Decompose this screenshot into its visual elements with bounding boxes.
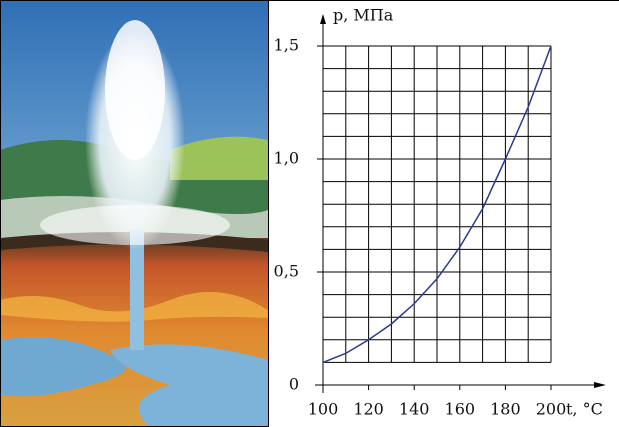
x-tick-label: 120 — [353, 400, 384, 419]
y-tick-label: 0 — [289, 375, 299, 394]
y-axis-label: p, МПа — [333, 6, 394, 25]
y-tick-label: 1,0 — [274, 149, 299, 168]
x-axis-arrow — [594, 382, 606, 388]
x-axis-label: t, °C — [566, 400, 603, 419]
x-tick-label: 160 — [445, 400, 476, 419]
x-tick-label: 140 — [399, 400, 430, 419]
y-tick-label: 0,5 — [274, 262, 299, 281]
geyser-illustration — [0, 0, 269, 427]
x-tick-label: 100 — [308, 400, 339, 419]
page: p, МПа t, °C 0 0,5 1,0 1,5 100 120 140 160 180 20… — [0, 0, 619, 427]
y-tick-label: 1,5 — [274, 36, 299, 55]
x-tick-label: 200 — [536, 400, 567, 419]
x-tick-label: 180 — [490, 400, 521, 419]
y-axis-arrow — [320, 14, 326, 24]
